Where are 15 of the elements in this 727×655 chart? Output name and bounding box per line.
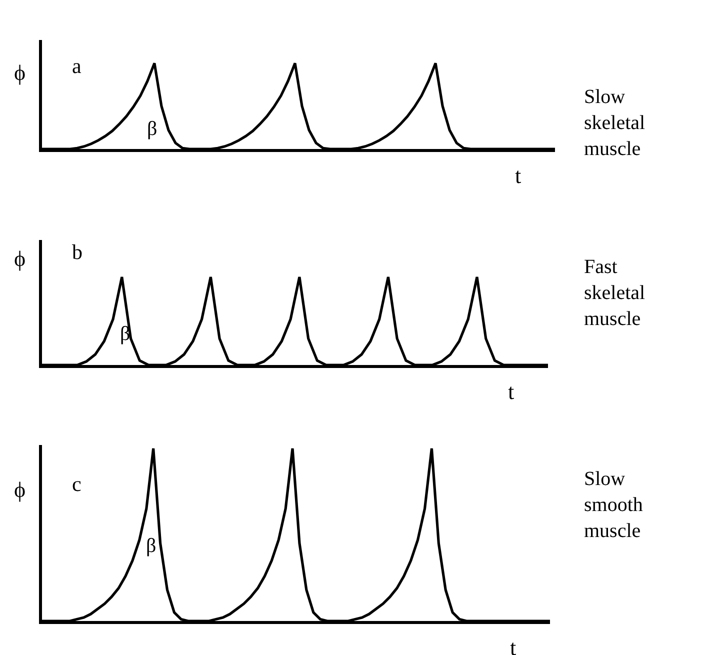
y-axis-title: ϕ: [14, 477, 26, 502]
text: c: [72, 472, 82, 496]
text: Fast skeletal muscle: [584, 256, 646, 330]
x-axis-title: t: [508, 379, 514, 404]
chart-title: b: [72, 240, 82, 264]
chart-title: a: [72, 54, 82, 78]
y-axis-title: ϕ: [14, 60, 26, 85]
text: Slow skeletal muscle: [584, 86, 646, 160]
text: Slow smooth muscle: [584, 468, 643, 542]
annotation: β: [147, 118, 158, 140]
x-axis-title: t: [515, 163, 522, 188]
annotation: β: [146, 535, 156, 557]
x-axis-title: t: [510, 635, 516, 655]
annotation: β: [120, 323, 130, 345]
y-axis-title: ϕ: [14, 246, 26, 271]
